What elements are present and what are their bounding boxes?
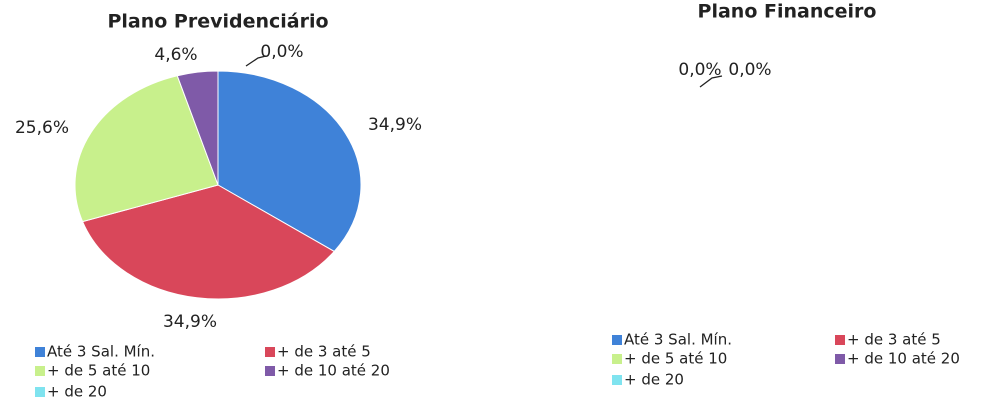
data-label: 0,0%: [728, 60, 771, 80]
legend-label: + de 3 até 5: [277, 343, 371, 361]
legend-swatch: [612, 375, 622, 385]
legend-label: Até 3 Sal. Mín.: [47, 343, 155, 361]
legend-swatch: [35, 387, 45, 397]
legend-swatch: [35, 347, 45, 357]
data-label: 25,6%: [15, 118, 69, 138]
pie-slice: [81, 184, 336, 300]
legend-label: + de 20: [47, 383, 107, 401]
legend-label: + de 20: [624, 371, 684, 389]
legend-label: + de 10 até 20: [847, 350, 960, 368]
leader-line: [245, 55, 267, 67]
legend-swatch: [265, 347, 275, 357]
chart-title: Plano Financeiro: [698, 1, 877, 23]
legend-label: + de 10 até 20: [277, 362, 390, 380]
legend-label: + de 5 até 10: [624, 350, 727, 368]
data-label: 4,6%: [154, 45, 197, 65]
legend-label: Até 3 Sal. Mín.: [624, 331, 732, 349]
legend-swatch: [35, 366, 45, 376]
data-label: 0,0%: [260, 42, 303, 62]
pie-slice: [74, 75, 219, 223]
chart-title: Plano Previdenciário: [107, 11, 328, 33]
legend-swatch: [835, 354, 845, 364]
leader-line: [699, 75, 723, 88]
pie-slice: [176, 70, 219, 186]
legend-swatch: [612, 354, 622, 364]
data-label: 34,9%: [368, 115, 422, 135]
legend-swatch: [835, 335, 845, 345]
legend-swatch: [612, 335, 622, 345]
data-label: 0,0%: [678, 60, 721, 80]
legend-label: + de 3 até 5: [847, 331, 941, 349]
pie-slice: [217, 70, 362, 253]
legend-swatch: [265, 366, 275, 376]
data-label: 34,9%: [163, 312, 217, 332]
legend-label: + de 5 até 10: [47, 362, 150, 380]
